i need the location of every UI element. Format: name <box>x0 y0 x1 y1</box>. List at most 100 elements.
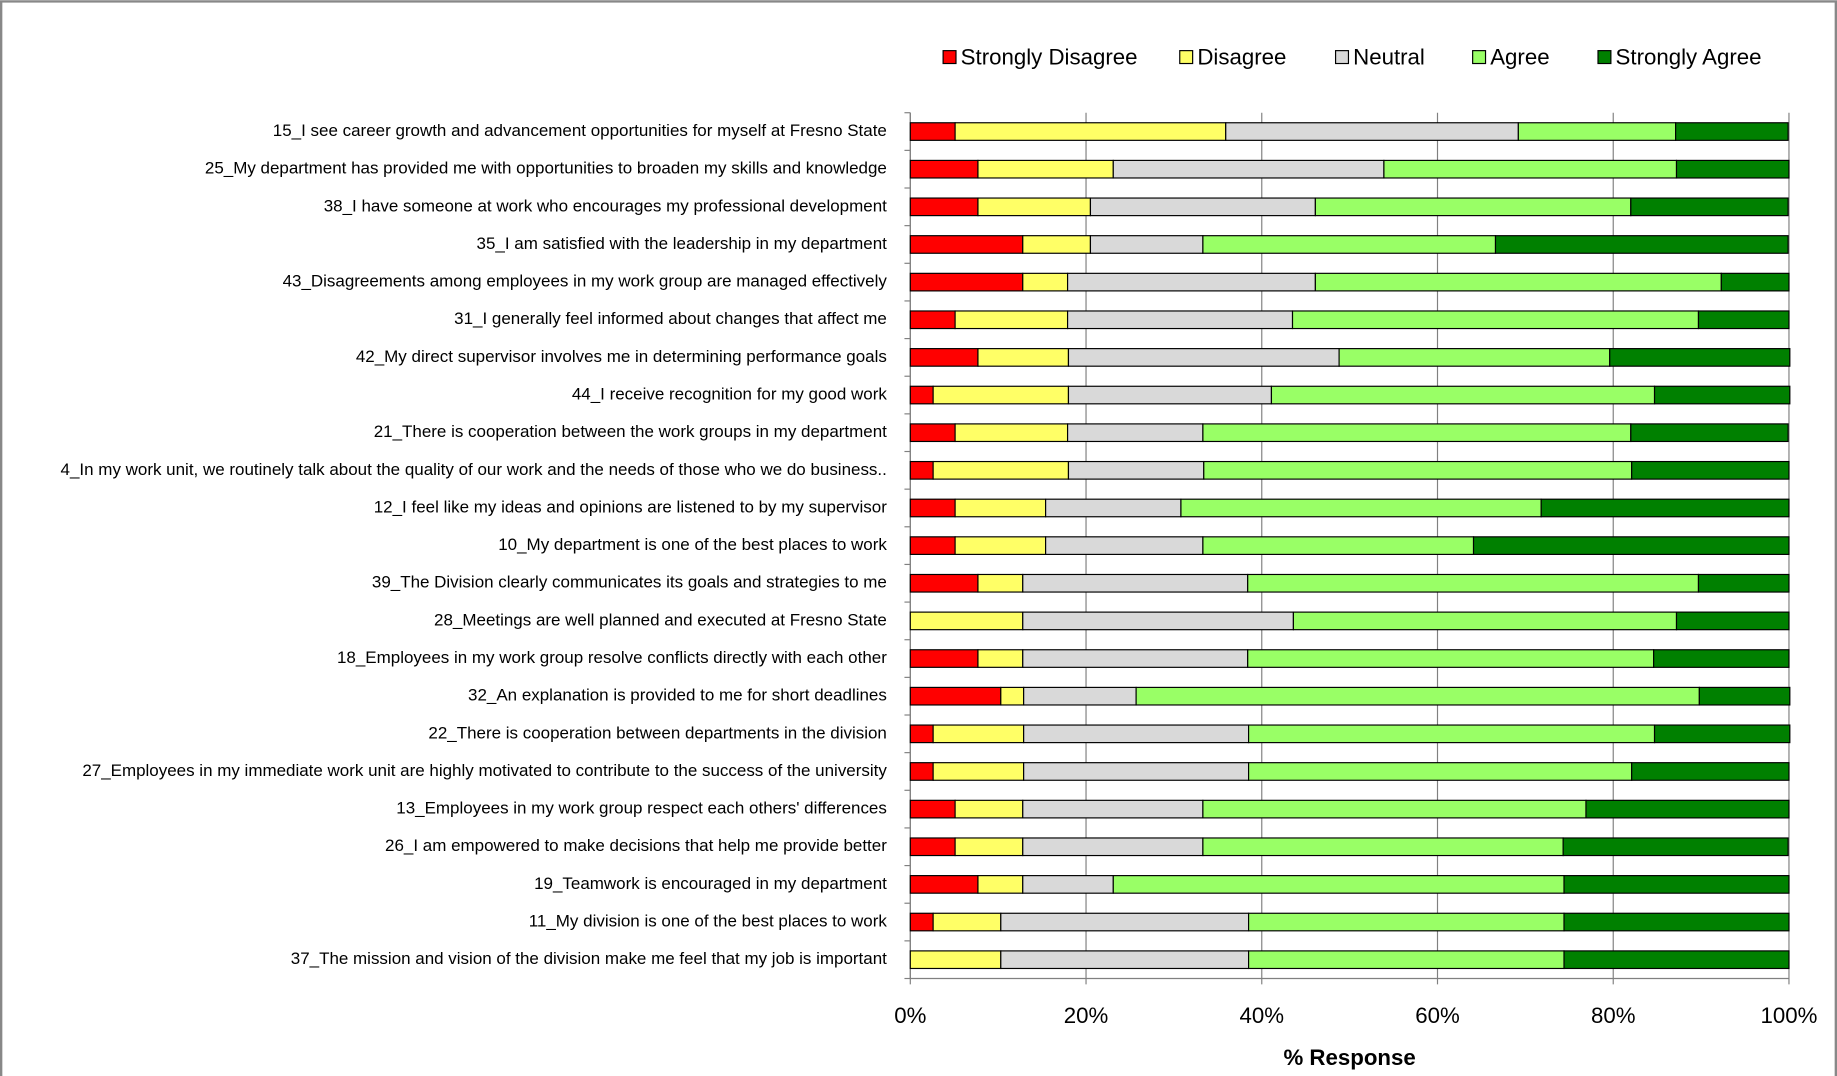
y-tick-label: 39_The Division clearly communicates its… <box>372 573 887 592</box>
bar-segment <box>1045 498 1182 518</box>
x-tick-label: 20% <box>1064 1003 1109 1028</box>
bar-segment <box>1000 912 1250 932</box>
bar-segment <box>1630 423 1789 443</box>
bar-segment <box>909 649 979 668</box>
bar-segment <box>909 875 979 894</box>
bar-segment <box>1202 536 1475 555</box>
bar-segment <box>932 912 1002 932</box>
bar-segment <box>1291 310 1700 330</box>
bar-segment <box>954 310 1069 330</box>
legend-swatch <box>1334 50 1350 65</box>
bar-segment <box>1675 611 1790 631</box>
bar-segment <box>1631 460 1790 480</box>
y-tick-label: 12_I feel like my ideas and opinions are… <box>374 497 887 516</box>
bar-segment <box>1202 799 1587 819</box>
bar-segment <box>909 197 979 217</box>
bar-segment <box>1022 799 1204 819</box>
bar-segment <box>1000 686 1025 706</box>
bar-segment <box>1653 385 1791 405</box>
bar-segment <box>909 423 956 443</box>
bar-segment <box>932 724 1025 744</box>
y-tick-label: 11_My division is one of the best places… <box>529 912 888 931</box>
y-tick-label: 27_Employees in my immediate work unit a… <box>82 761 887 780</box>
bar-segment <box>909 310 956 330</box>
bar-segment <box>1248 762 1633 781</box>
legend-label: Strongly Disagree <box>961 45 1138 70</box>
bar-segment <box>1023 724 1250 744</box>
bar-segment <box>954 122 1227 141</box>
bar-segment <box>1066 272 1316 292</box>
bar-segment <box>1517 122 1677 141</box>
bar-segment <box>909 498 956 518</box>
x-tick-label: 100% <box>1761 1003 1818 1028</box>
legend-swatch <box>1472 50 1487 65</box>
bar-segment <box>954 837 1024 857</box>
y-tick-label: 19_Teamwork is encouraged in my departme… <box>534 874 887 893</box>
bar-segment <box>1630 197 1789 217</box>
bar-segment <box>954 498 1047 518</box>
bar-segment <box>1089 235 1204 254</box>
bar-segment <box>1270 385 1656 405</box>
bar-segment <box>1472 536 1790 555</box>
bar-segment <box>1022 837 1204 857</box>
bar-segment <box>909 235 1024 254</box>
y-tick-label: 28_Meetings are well planned and execute… <box>434 610 887 629</box>
bar-segment <box>1248 950 1565 970</box>
bar-segment <box>1066 310 1294 330</box>
bar-segment <box>1247 649 1655 668</box>
bar-segment <box>909 611 1024 631</box>
bar-segment <box>1045 536 1204 555</box>
bar-segment <box>1338 348 1611 367</box>
bar-segment <box>1067 460 1205 480</box>
bar-segment <box>1023 762 1250 781</box>
bar-segment <box>909 724 934 744</box>
bar-segment <box>1653 649 1790 668</box>
bar-segment <box>977 159 1114 179</box>
bar-segment <box>909 912 934 932</box>
legend-label: Agree <box>1490 45 1549 70</box>
x-axis-title: % Response <box>1283 1045 1415 1070</box>
bar-segment <box>1067 348 1340 367</box>
legend-label: Neutral <box>1353 45 1425 70</box>
bar-segment <box>1675 122 1789 141</box>
bar-segment <box>1720 272 1790 292</box>
legend-swatch <box>1597 50 1612 65</box>
x-tick-label: 60% <box>1415 1003 1460 1028</box>
y-tick-label: 25_My department has provided me with op… <box>205 159 887 178</box>
y-tick-label: 38_I have someone at work who encourages… <box>324 196 887 215</box>
bar-segment <box>1697 573 1790 593</box>
y-tick-label: 13_Employees in my work group respect ea… <box>396 799 887 818</box>
bar-segment <box>1135 686 1700 706</box>
y-tick-label: 42_My direct supervisor involves me in d… <box>356 347 887 366</box>
bar-segment <box>932 460 1070 480</box>
bar-segment <box>909 460 934 480</box>
y-tick-label: 31_I generally feel informed about chang… <box>454 309 887 328</box>
bar-segment <box>1698 686 1791 706</box>
legend-swatch <box>1179 50 1194 65</box>
bar-segment <box>1066 423 1204 443</box>
bar-segment <box>1203 460 1633 480</box>
y-tick-label: 43_Disagreements among employees in my w… <box>283 272 888 291</box>
legend-swatch <box>942 50 957 65</box>
bar-segment <box>909 122 956 141</box>
bar-segment <box>1202 423 1632 443</box>
y-tick-label: 18_Employees in my work group resolve co… <box>337 648 887 667</box>
y-tick-label: 4_In my work unit, we routinely talk abo… <box>61 460 887 479</box>
bar-segment <box>1022 649 1249 668</box>
bar-segment <box>1022 875 1114 894</box>
bar-segment <box>977 875 1024 894</box>
bar-segment <box>977 573 1024 593</box>
x-tick-label: 0% <box>894 1003 926 1028</box>
bar-segment <box>1540 498 1790 518</box>
bar-segment <box>909 573 979 593</box>
bar-segment <box>1023 686 1137 706</box>
y-tick-label: 15_I see career growth and advancement o… <box>273 121 887 140</box>
y-tick-label: 26_I am empowered to make decisions that… <box>385 836 887 855</box>
bar-segment <box>909 159 979 179</box>
bar-segment <box>1180 498 1542 518</box>
bar-segment <box>1022 272 1069 292</box>
bar-segment <box>1022 611 1294 631</box>
bar-segment <box>977 348 1070 367</box>
